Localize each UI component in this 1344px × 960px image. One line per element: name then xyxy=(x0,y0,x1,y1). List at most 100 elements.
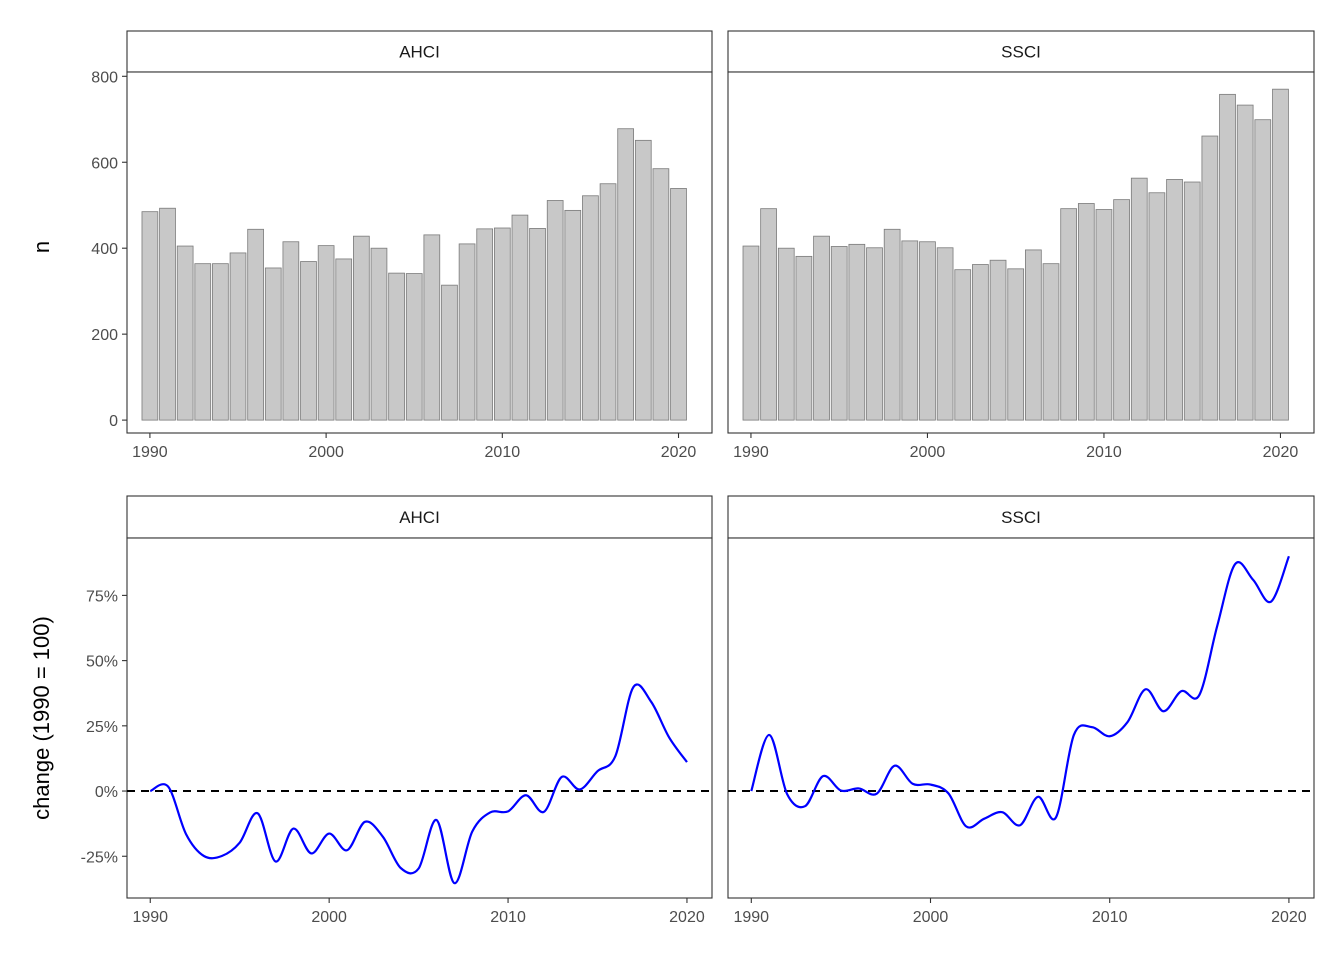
y-tick-label: -25% xyxy=(81,849,118,866)
bar-2004 xyxy=(989,259,1007,421)
y-tick-label: 600 xyxy=(91,155,118,172)
bar-2000 xyxy=(317,245,335,421)
panel-bar-ahci: AHCI 1990 2000 2010 2020 0 200 400 600 800 xyxy=(91,30,713,461)
x-tick-label: 2010 xyxy=(490,909,526,926)
bar-2009 xyxy=(476,228,494,421)
bar-2006 xyxy=(423,234,441,421)
y-tick-label: 75% xyxy=(86,588,118,605)
bar-1999 xyxy=(300,261,317,421)
x-tick-label: 2000 xyxy=(913,909,949,926)
x-tick-label: 1990 xyxy=(733,444,769,461)
y-tick-label: 25% xyxy=(86,719,118,736)
bar-2007 xyxy=(441,284,458,421)
series-line-ssci xyxy=(750,555,1290,829)
bar-2002 xyxy=(353,235,370,421)
x-tick-label: 2020 xyxy=(669,909,705,926)
ylabel-bottom: change (1990 = 100) xyxy=(29,616,54,820)
x-tick-label: 2000 xyxy=(311,909,347,926)
bar-2012 xyxy=(1130,177,1148,421)
y-tick-label: 50% xyxy=(86,654,118,671)
facet-label: AHCI xyxy=(399,508,440,527)
bar-2010 xyxy=(1095,209,1113,421)
bar-1991 xyxy=(760,208,777,421)
bar-2017 xyxy=(1219,93,1236,421)
panel-line-ssci: SSCI 1990 2000 2010 2020 xyxy=(727,495,1315,926)
facet-label: AHCI xyxy=(399,43,440,62)
bar-1995 xyxy=(229,252,247,421)
panel-frame xyxy=(727,537,1315,899)
bar-2011 xyxy=(1113,199,1130,421)
bar-1995 xyxy=(830,246,848,421)
x-tick-label: 2020 xyxy=(1271,909,1307,926)
bar-2011 xyxy=(511,214,529,421)
bar-2018 xyxy=(634,139,652,421)
x-tick-label: 1990 xyxy=(132,444,168,461)
bar-2003 xyxy=(972,264,989,421)
bar-1997 xyxy=(866,247,883,421)
bar-2002 xyxy=(954,269,972,421)
bar-2019 xyxy=(1254,119,1272,421)
x-tick-label: 2020 xyxy=(661,444,697,461)
x-tick-label: 2020 xyxy=(1263,444,1299,461)
series-line-ahci xyxy=(149,683,688,885)
bar-2001 xyxy=(936,247,954,421)
bar-1997 xyxy=(264,267,282,421)
bar-1994 xyxy=(813,235,830,421)
bar-2001 xyxy=(335,258,353,421)
bar-2015 xyxy=(582,195,599,421)
ylabel-top: n xyxy=(29,241,54,253)
bar-2003 xyxy=(370,247,388,421)
bar-2016 xyxy=(1201,135,1219,421)
bar-1994 xyxy=(212,263,229,421)
bar-1990 xyxy=(742,245,760,421)
bar-2014 xyxy=(1166,179,1183,421)
bar-2010 xyxy=(493,227,511,421)
bar-1992 xyxy=(777,247,795,421)
bar-2016 xyxy=(599,183,617,421)
bar-1996 xyxy=(247,228,264,421)
bar-1996 xyxy=(848,243,866,421)
facet-strip xyxy=(727,495,1315,539)
y-tick-label: 800 xyxy=(91,69,118,86)
bar-2014 xyxy=(564,209,582,421)
bar-1993 xyxy=(194,263,212,421)
bar-2006 xyxy=(1025,249,1042,421)
facet-strip xyxy=(126,30,713,73)
bar-2005 xyxy=(405,273,423,421)
facet-label: SSCI xyxy=(1001,508,1041,527)
y-tick-label: 200 xyxy=(91,327,118,344)
facet-strip xyxy=(126,495,713,539)
bar-2019 xyxy=(652,168,670,421)
bar-2004 xyxy=(388,272,405,421)
panel-line-ahci: AHCI 1990 2000 2010 2020 -25% 0% 25% 50% 75% xyxy=(81,495,713,926)
bar-2020 xyxy=(1272,88,1289,421)
bar-2020 xyxy=(670,188,687,421)
bar-2015 xyxy=(1183,181,1201,421)
bar-1991 xyxy=(159,207,176,421)
bar-1992 xyxy=(176,245,194,421)
x-tick-label: 2010 xyxy=(1092,909,1128,926)
bar-2012 xyxy=(529,228,546,421)
x-tick-label: 2010 xyxy=(1086,444,1122,461)
bar-2008 xyxy=(1060,208,1077,421)
panel-bar-ssci: SSCI 1990 2000 2010 2020 xyxy=(727,30,1315,461)
x-tick-label: 2000 xyxy=(910,444,946,461)
y-tick-label: 0% xyxy=(95,784,118,801)
bar-2018 xyxy=(1236,104,1254,421)
bar-2009 xyxy=(1077,203,1095,421)
x-tick-label: 1990 xyxy=(132,909,168,926)
panel-frame xyxy=(126,537,713,899)
bar-2013 xyxy=(1148,192,1166,421)
x-tick-label: 2000 xyxy=(308,444,344,461)
bar-1998 xyxy=(282,241,300,421)
bar-2017 xyxy=(617,128,634,421)
x-tick-label: 1990 xyxy=(733,909,769,926)
bar-2013 xyxy=(546,200,564,421)
bar-1999 xyxy=(901,240,919,421)
y-tick-label: 400 xyxy=(91,241,118,258)
bar-2000 xyxy=(919,241,936,421)
bar-2008 xyxy=(458,243,476,421)
bar-1993 xyxy=(795,255,813,421)
y-tick-label: 0 xyxy=(109,413,118,430)
